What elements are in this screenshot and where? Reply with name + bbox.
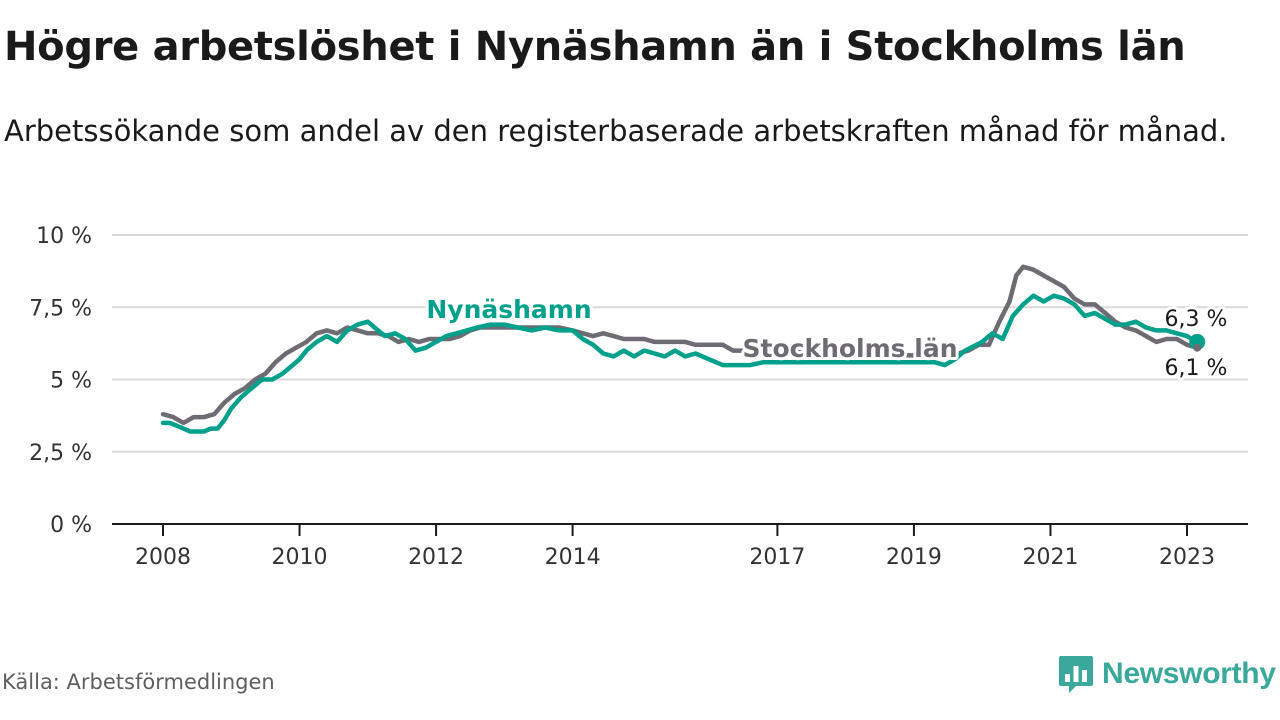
y-tick-label: 10 % xyxy=(36,224,92,249)
x-tick-label: 2014 xyxy=(545,545,601,570)
x-axis-labels: 2008 2010 2012 2014 2017 2019 2021 2023 xyxy=(135,545,1215,570)
y-tick-label: 2,5 % xyxy=(29,441,92,466)
y-tick-label: 5 % xyxy=(50,369,92,394)
series-label-nynashamn: Nynäshamn xyxy=(426,295,591,324)
brand-name: Newsworthy xyxy=(1102,657,1276,690)
chart-subtitle: Arbetssökande som andel av den registerb… xyxy=(4,114,1228,148)
chart-title: Högre arbetslöshet i Nynäshamn än i Stoc… xyxy=(4,24,1186,70)
y-tick-label: 7,5 % xyxy=(29,296,92,321)
gridlines xyxy=(112,234,1248,536)
end-value-label-stockholm: 6,1 % xyxy=(1165,356,1228,381)
x-tick-label: 2021 xyxy=(1022,545,1078,570)
series-line-stockholm xyxy=(160,264,1200,426)
x-tick-label: 2008 xyxy=(135,545,191,570)
bar-chart-icon xyxy=(1059,656,1093,693)
x-tick-label: 2017 xyxy=(749,545,805,570)
series-line-nynashamn xyxy=(160,293,1200,434)
series-lines xyxy=(160,264,1200,434)
x-tick-label: 2023 xyxy=(1159,545,1215,570)
series-label-stockholm: Stockholms län xyxy=(743,334,958,363)
brand-logo: Newsworthy xyxy=(1058,654,1276,694)
x-tick-label: 2012 xyxy=(408,545,464,570)
source-note: Källa: Arbetsförmedlingen xyxy=(2,670,275,694)
end-marker-stockholm xyxy=(1193,343,1202,352)
x-tick-label: 2019 xyxy=(886,545,942,570)
y-tick-label: 0 % xyxy=(50,513,92,538)
y-axis-labels: 0 % 2,5 % 5 % 7,5 % 10 % xyxy=(29,224,92,538)
end-marker-nynashamn xyxy=(1189,333,1206,350)
x-tick-label: 2010 xyxy=(272,545,328,570)
series-labels: Nynäshamn Stockholms län 6,3 % 6,1 % xyxy=(423,292,1230,384)
end-value-label-nynashamn: 6,3 % xyxy=(1165,307,1228,332)
